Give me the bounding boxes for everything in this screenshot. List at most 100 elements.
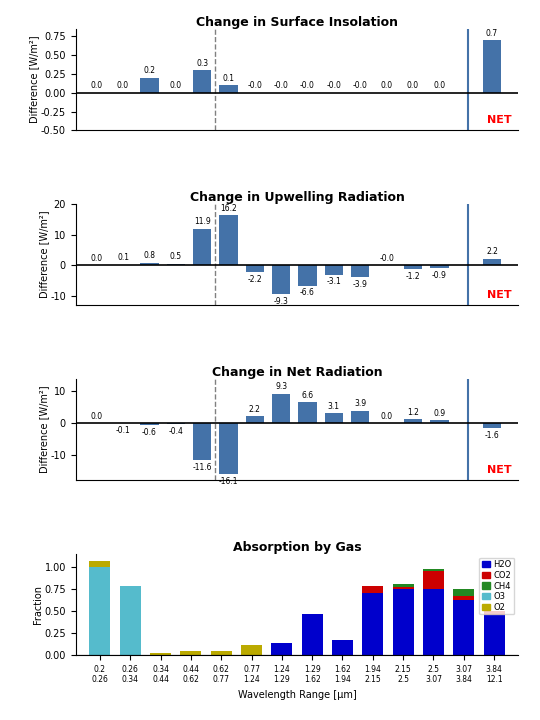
Bar xyxy=(271,643,293,655)
Bar xyxy=(166,423,185,424)
Bar xyxy=(246,416,264,423)
Y-axis label: Difference [W/m²]: Difference [W/m²] xyxy=(39,386,49,473)
Text: 0.3: 0.3 xyxy=(196,59,208,68)
Bar xyxy=(404,419,422,423)
Bar xyxy=(140,78,159,93)
Text: 2.2: 2.2 xyxy=(249,405,261,413)
Bar xyxy=(453,600,475,655)
Text: 3.9: 3.9 xyxy=(354,399,366,408)
Bar xyxy=(483,616,505,655)
Text: 2.2: 2.2 xyxy=(486,247,498,256)
Bar xyxy=(483,423,501,428)
Text: -0.0: -0.0 xyxy=(353,81,368,90)
Text: -0.0: -0.0 xyxy=(274,81,288,90)
Title: Change in Upwelling Radiation: Change in Upwelling Radiation xyxy=(190,191,404,204)
Bar xyxy=(219,85,238,93)
Bar xyxy=(404,266,422,269)
Text: 0.0: 0.0 xyxy=(433,81,446,90)
Text: -0.0: -0.0 xyxy=(379,253,394,263)
Bar xyxy=(393,589,414,655)
Text: 11.9: 11.9 xyxy=(194,217,211,226)
Text: 0.7: 0.7 xyxy=(486,29,498,37)
Text: 0.0: 0.0 xyxy=(381,81,393,90)
Text: 0.0: 0.0 xyxy=(381,412,393,420)
Bar xyxy=(150,654,171,655)
Y-axis label: Fraction: Fraction xyxy=(33,585,43,624)
Bar xyxy=(298,266,317,286)
Bar xyxy=(423,589,444,655)
Text: -1.2: -1.2 xyxy=(406,271,420,281)
Text: 6.6: 6.6 xyxy=(301,390,314,400)
Bar xyxy=(351,266,369,277)
Text: -3.1: -3.1 xyxy=(327,277,341,287)
Text: 16.2: 16.2 xyxy=(220,204,237,213)
Y-axis label: Difference [W/m²]: Difference [W/m²] xyxy=(29,36,39,123)
Bar xyxy=(246,266,264,272)
Text: NET: NET xyxy=(487,465,512,475)
Bar xyxy=(483,40,501,93)
Text: 0.0: 0.0 xyxy=(91,253,103,263)
Bar xyxy=(219,215,238,266)
Text: 0.9: 0.9 xyxy=(433,409,446,418)
Bar xyxy=(180,651,201,655)
Text: -0.4: -0.4 xyxy=(168,427,183,436)
Bar xyxy=(219,423,238,474)
Bar xyxy=(423,569,444,571)
Bar xyxy=(483,611,505,616)
Bar xyxy=(393,587,414,589)
Bar xyxy=(140,423,159,425)
Bar xyxy=(430,420,449,423)
Title: Change in Surface Insolation: Change in Surface Insolation xyxy=(196,16,398,29)
Text: 0.0: 0.0 xyxy=(91,81,103,90)
Bar xyxy=(362,586,383,593)
Bar xyxy=(453,596,475,600)
Y-axis label: Difference [W/m²]: Difference [W/m²] xyxy=(39,211,49,298)
Title: Absorption by Gas: Absorption by Gas xyxy=(233,541,361,554)
Text: 9.3: 9.3 xyxy=(275,382,287,391)
Text: 0.0: 0.0 xyxy=(91,412,103,420)
Text: 0.0: 0.0 xyxy=(170,81,182,90)
Text: 1.2: 1.2 xyxy=(407,408,419,417)
Bar xyxy=(423,571,444,589)
Bar xyxy=(332,640,353,655)
Text: -0.1: -0.1 xyxy=(116,426,131,435)
Bar xyxy=(298,402,317,423)
Bar xyxy=(393,584,414,587)
Text: -9.3: -9.3 xyxy=(274,297,288,305)
Text: 0.8: 0.8 xyxy=(144,251,156,261)
Legend: H2O, CO2, CH4, O3, O2: H2O, CO2, CH4, O3, O2 xyxy=(480,558,514,614)
Bar xyxy=(325,266,343,275)
Bar xyxy=(140,263,159,266)
Text: -11.6: -11.6 xyxy=(192,462,212,472)
Bar xyxy=(362,593,383,655)
Title: Change in Net Radiation: Change in Net Radiation xyxy=(212,366,382,379)
Text: -0.0: -0.0 xyxy=(327,81,341,90)
Text: -0.9: -0.9 xyxy=(432,271,447,279)
Text: -0.0: -0.0 xyxy=(300,81,315,90)
Text: 0.0: 0.0 xyxy=(407,81,419,90)
Bar xyxy=(193,229,211,266)
Bar xyxy=(211,651,232,655)
Text: -1.6: -1.6 xyxy=(485,431,500,440)
Text: NET: NET xyxy=(487,290,512,300)
Bar xyxy=(272,266,291,294)
Bar xyxy=(325,413,343,423)
Text: -6.6: -6.6 xyxy=(300,288,315,297)
Bar xyxy=(89,567,111,655)
Bar xyxy=(453,589,475,596)
Text: 0.2: 0.2 xyxy=(144,66,156,75)
Text: 0.5: 0.5 xyxy=(170,252,182,261)
Text: 0.1: 0.1 xyxy=(117,253,129,263)
Bar xyxy=(193,71,211,93)
Text: -0.6: -0.6 xyxy=(142,428,157,436)
Bar xyxy=(301,613,323,655)
Text: 0.0: 0.0 xyxy=(117,81,129,90)
Text: -16.1: -16.1 xyxy=(219,477,238,486)
X-axis label: Wavelength Range [μm]: Wavelength Range [μm] xyxy=(238,690,356,700)
Bar xyxy=(119,586,141,655)
Text: -3.9: -3.9 xyxy=(353,280,368,289)
Text: 0.1: 0.1 xyxy=(222,73,234,83)
Bar xyxy=(351,410,369,423)
Text: 3.1: 3.1 xyxy=(328,402,340,410)
Bar xyxy=(89,561,111,567)
